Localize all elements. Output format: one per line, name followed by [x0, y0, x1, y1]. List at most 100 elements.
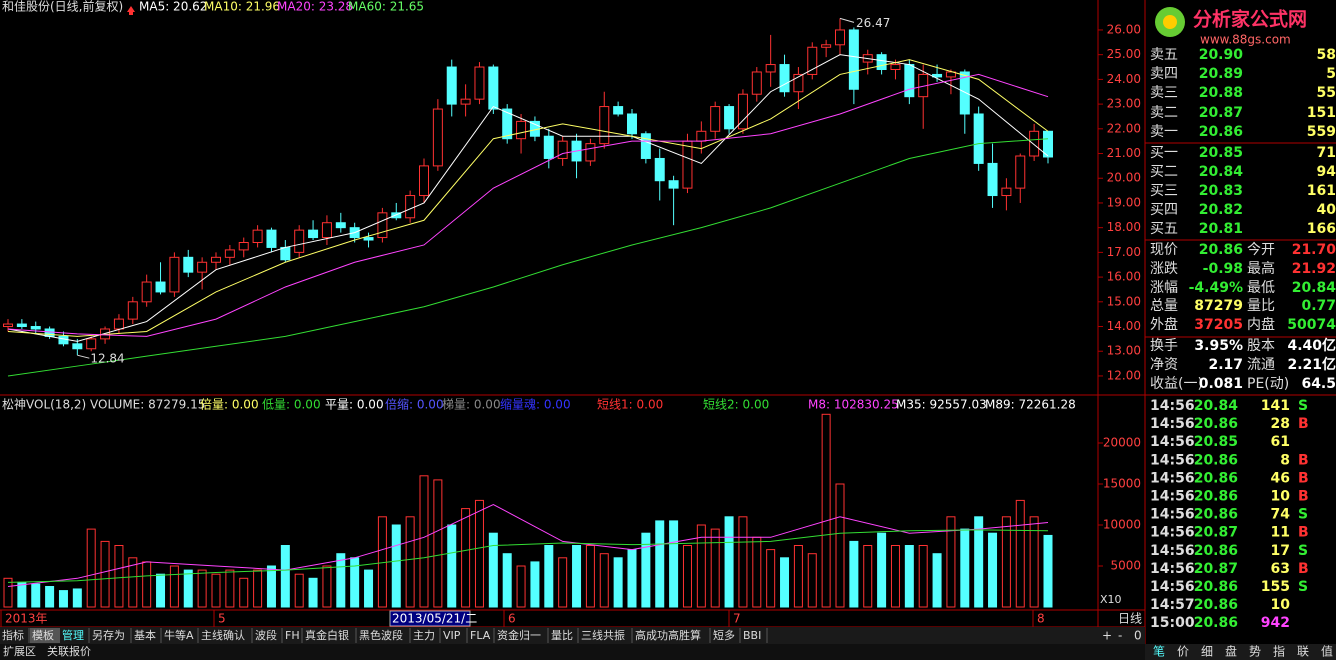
tick-volume: 11	[1271, 525, 1290, 541]
tab[interactable]: 另存为	[92, 628, 125, 642]
stat-value: 20.86	[1199, 242, 1243, 258]
tick-volume: 141	[1261, 398, 1290, 414]
tab[interactable]: 模板	[32, 628, 54, 642]
tab[interactable]: VIP	[443, 629, 461, 642]
bottom-tab[interactable]: 扩展区	[3, 644, 36, 658]
ob-qty: 5	[1326, 66, 1336, 82]
tick-flag: S	[1298, 543, 1308, 559]
stat-value: 21.70	[1292, 242, 1336, 258]
candle-body	[252, 229, 263, 243]
tab-control[interactable]: -	[1118, 629, 1122, 643]
volume-bar	[669, 520, 679, 608]
candle-body	[765, 64, 776, 73]
tab[interactable]: 资金归一	[497, 628, 541, 642]
tab[interactable]: FH	[285, 629, 300, 642]
stat-value: -0.98	[1203, 261, 1243, 277]
stat-value: 4.40亿	[1287, 337, 1336, 354]
ob-label: 卖一	[1150, 124, 1178, 140]
volume-bar	[558, 557, 568, 608]
tab[interactable]: BBI	[743, 629, 761, 642]
tab[interactable]: 牛等A	[164, 628, 194, 642]
bottom-tab[interactable]: 关联报价	[47, 644, 91, 658]
logo-text: 分析家公式网	[1193, 8, 1307, 31]
tick-volume: 155	[1261, 579, 1290, 595]
volume-bar	[710, 528, 720, 608]
side-tab[interactable]: 指	[1273, 644, 1285, 659]
candle-body	[848, 29, 859, 90]
volume-bar	[211, 573, 221, 608]
volume-bar	[114, 545, 124, 608]
volume-bar	[655, 520, 665, 608]
tab[interactable]: 基本	[134, 628, 156, 642]
side-tab[interactable]: 联	[1297, 645, 1309, 659]
candle-body	[183, 256, 194, 273]
vol-header: 缩量魂: 0.00	[500, 397, 571, 412]
side-tab[interactable]: 价	[1177, 645, 1189, 659]
volume-bar	[225, 569, 235, 608]
tab[interactable]: 短多	[713, 628, 735, 642]
candle-body	[835, 29, 845, 46]
tick-price: 20.84	[1194, 398, 1239, 414]
ob-qty: 55	[1317, 85, 1336, 101]
tick-time: 14:56	[1150, 507, 1195, 523]
candle-body	[197, 261, 208, 273]
candle-body	[86, 338, 97, 350]
candle-body	[127, 301, 138, 320]
volume-bar	[447, 524, 457, 608]
candle-body	[1029, 130, 1040, 157]
leader	[839, 17, 855, 23]
candle-body	[321, 222, 332, 239]
volume-bar	[918, 545, 928, 608]
tick-price: 20.86	[1194, 579, 1238, 595]
tab-control[interactable]: 0	[1134, 629, 1142, 643]
stat-value: 2.17	[1208, 357, 1243, 373]
stat-value: 21.92	[1292, 261, 1336, 277]
tick-time: 14:57	[1150, 597, 1195, 613]
tab[interactable]: 管理	[62, 628, 84, 642]
tab[interactable]: 高成功高胜算	[635, 628, 701, 642]
y-tick-label: 21.00	[1107, 146, 1141, 160]
side-tab[interactable]: 势	[1249, 645, 1261, 659]
candle-body	[211, 256, 221, 263]
tab[interactable]: 三线共振	[581, 628, 625, 642]
volume-bar	[766, 549, 776, 608]
tab[interactable]: 主线确认	[201, 628, 245, 642]
tab-control[interactable]: +	[1102, 629, 1112, 643]
stat-label: 总量	[1150, 298, 1178, 314]
tab[interactable]: 指标	[2, 628, 24, 642]
tick-price: 20.86	[1194, 452, 1238, 468]
volume-bar	[45, 586, 55, 608]
side-tab[interactable]: 笔	[1153, 644, 1165, 659]
ob-qty: 40	[1317, 202, 1336, 218]
y-tick-label: 18.00	[1107, 220, 1141, 234]
volume-bar	[696, 524, 706, 608]
volume-bar	[821, 413, 831, 608]
candle-body	[585, 143, 596, 162]
tab[interactable]: 量比	[551, 629, 573, 642]
stat-value: 37205	[1194, 317, 1243, 333]
chart-title: 和佳股份(日线,前复权)	[2, 0, 123, 14]
tick-price: 20.87	[1194, 561, 1238, 577]
tab[interactable]: 主力	[413, 629, 435, 642]
ob-price: 20.88	[1199, 85, 1243, 101]
tab[interactable]: 波段	[255, 628, 277, 642]
bottom-bar	[0, 644, 1145, 660]
stat-value: 50074	[1287, 317, 1336, 333]
side-tab[interactable]: 盘	[1225, 644, 1237, 659]
volume-bar	[1001, 516, 1011, 608]
ob-label: 卖五	[1150, 47, 1178, 63]
tick-price: 20.87	[1194, 525, 1238, 541]
y-tick-label: 16.00	[1107, 270, 1141, 284]
tick-volume: 17	[1271, 543, 1290, 559]
side-tab[interactable]: 值	[1321, 644, 1333, 659]
side-tab[interactable]: 细	[1201, 645, 1213, 659]
tab[interactable]: FLA	[470, 629, 491, 642]
volume-bar	[599, 553, 609, 608]
volume-bar	[308, 577, 318, 608]
tab[interactable]: 真金白银	[305, 628, 349, 642]
tab[interactable]: 黑色波段	[359, 628, 403, 642]
volume-bar	[419, 475, 429, 608]
volume-bar	[253, 569, 263, 608]
volume-bar	[183, 569, 193, 608]
ob-qty: 161	[1307, 183, 1336, 199]
